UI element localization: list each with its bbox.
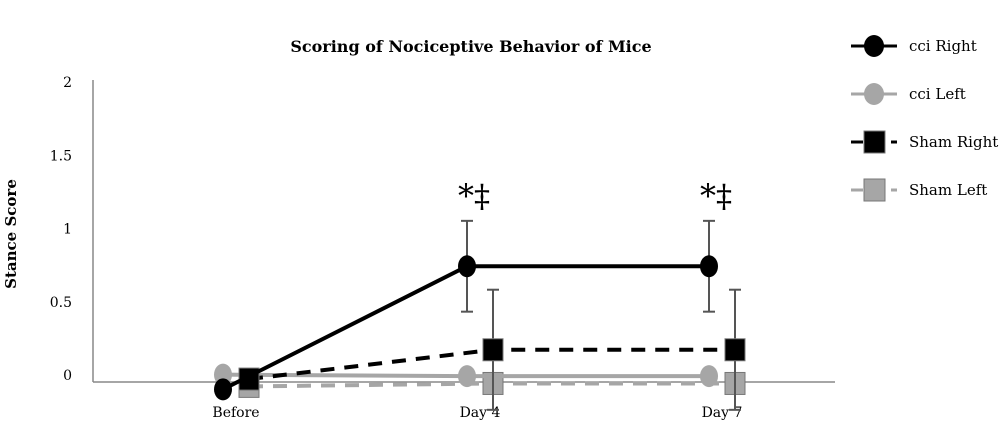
legend-label: cci Right xyxy=(909,37,977,55)
x-tick-label: Day 4 xyxy=(460,405,501,421)
y-tick-label: 1 xyxy=(63,222,72,238)
legend-label: Sham Right xyxy=(909,133,998,151)
data-point xyxy=(700,255,718,278)
data-point xyxy=(214,378,232,401)
legend-marker xyxy=(864,83,884,105)
legend-item: Sham Left xyxy=(851,178,987,202)
series-sham-right xyxy=(238,288,746,411)
data-point xyxy=(700,365,718,388)
chart-title: Scoring of Nociceptive Behavior of Mice xyxy=(290,37,651,56)
series-cci-right xyxy=(214,219,718,401)
data-point xyxy=(458,365,476,388)
annotations: *‡ *‡ xyxy=(458,177,732,215)
legend-label: Sham Left xyxy=(909,181,987,199)
data-point xyxy=(482,338,504,362)
x-tick-label: Before xyxy=(212,405,259,421)
y-tick-label: 2 xyxy=(63,75,72,91)
legend: cci Right cci Left Sham Right Sham Left xyxy=(851,35,998,202)
data-point xyxy=(458,255,476,278)
significance-annotation: *‡ xyxy=(700,177,732,215)
series-layer xyxy=(214,219,746,411)
x-tick-label: Day 7 xyxy=(702,405,743,421)
significance-annotation: *‡ xyxy=(458,177,490,215)
legend-item: cci Right xyxy=(851,35,977,57)
legend-item: Sham Right xyxy=(851,130,998,154)
y-tick-label: 0.5 xyxy=(50,295,72,311)
legend-label: cci Left xyxy=(909,85,966,103)
legend-item: cci Left xyxy=(851,83,966,105)
data-point xyxy=(724,338,746,362)
legend-marker xyxy=(864,35,884,57)
y-axis-label: Stance Score xyxy=(2,179,20,289)
y-tick-label: 0 xyxy=(63,368,72,384)
legend-marker xyxy=(863,130,886,154)
y-tick-label: 1.5 xyxy=(50,148,72,164)
legend-marker xyxy=(863,178,886,202)
axes: 0 0.5 1 1.5 2 Before Day 4 Day 7 xyxy=(50,75,835,421)
